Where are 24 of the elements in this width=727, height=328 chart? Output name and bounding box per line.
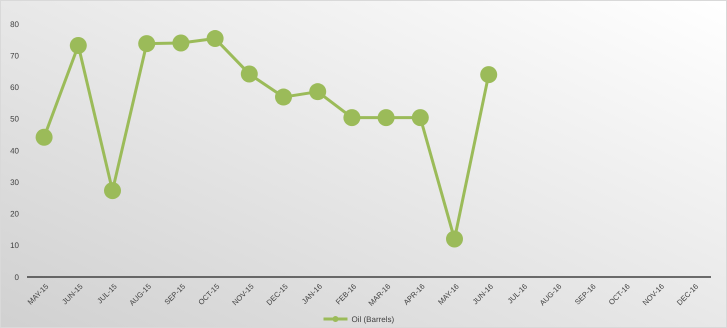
y-tick-label: 20 bbox=[10, 210, 20, 219]
point bbox=[138, 35, 156, 52]
point bbox=[309, 83, 326, 100]
point bbox=[172, 34, 190, 52]
legend-label: Oil (Barrels) bbox=[352, 314, 395, 324]
point bbox=[104, 182, 121, 200]
point bbox=[446, 230, 463, 248]
y-tick-label: 70 bbox=[10, 51, 20, 60]
point bbox=[480, 66, 498, 84]
point bbox=[378, 109, 395, 126]
point bbox=[70, 37, 87, 54]
point bbox=[36, 128, 53, 146]
y-tick-label: 0 bbox=[14, 272, 20, 282]
y-tick-label: 10 bbox=[10, 241, 20, 250]
point bbox=[275, 88, 292, 106]
point bbox=[343, 109, 360, 126]
point bbox=[240, 65, 258, 82]
point bbox=[206, 30, 224, 48]
y-tick-label: 50 bbox=[10, 114, 20, 124]
y-tick-label: 30 bbox=[10, 178, 20, 187]
y-tick-label: 40 bbox=[10, 146, 20, 156]
y-tick-label: 80 bbox=[10, 20, 20, 29]
point bbox=[412, 109, 429, 126]
y-tick-label: 60 bbox=[10, 83, 20, 92]
